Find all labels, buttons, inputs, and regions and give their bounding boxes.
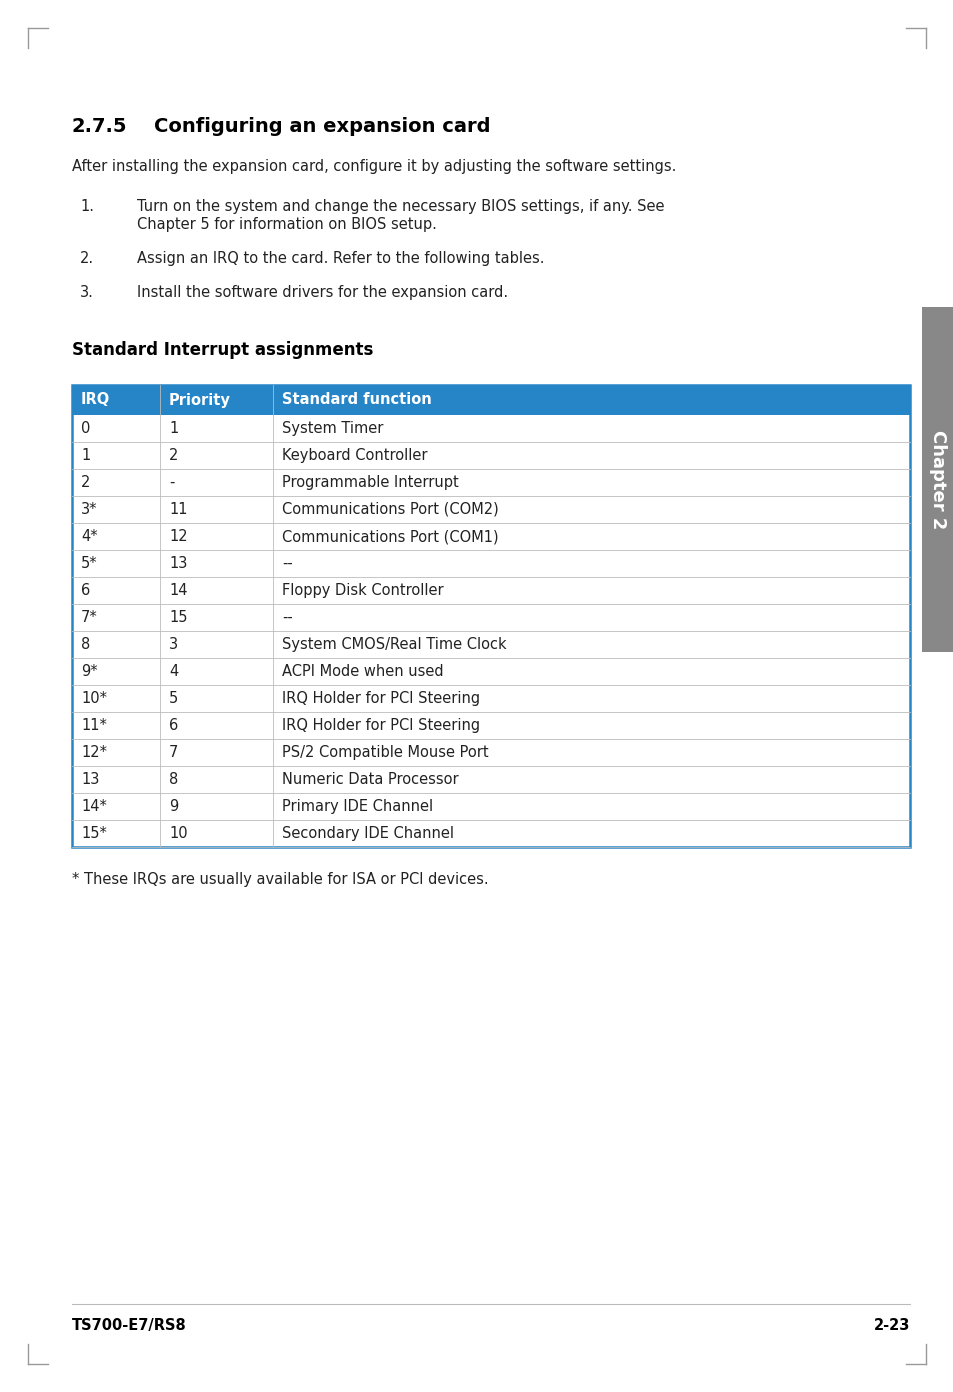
Text: IRQ: IRQ — [81, 393, 111, 408]
Text: Secondary IDE Channel: Secondary IDE Channel — [282, 825, 454, 841]
Text: 1: 1 — [81, 448, 91, 464]
Text: 4*: 4* — [81, 529, 97, 544]
Text: 7*: 7* — [81, 610, 97, 625]
Text: 3*: 3* — [81, 503, 97, 516]
Text: * These IRQs are usually available for ISA or PCI devices.: * These IRQs are usually available for I… — [71, 871, 488, 887]
Text: 3: 3 — [169, 638, 178, 651]
Text: 6: 6 — [169, 718, 178, 734]
Text: 2: 2 — [81, 475, 91, 490]
Text: 12*: 12* — [81, 745, 107, 760]
Text: 11: 11 — [169, 503, 188, 516]
Text: 14*: 14* — [81, 799, 107, 814]
Text: After installing the expansion card, configure it by adjusting the software sett: After installing the expansion card, con… — [71, 159, 676, 174]
Text: Keyboard Controller: Keyboard Controller — [282, 448, 427, 464]
Text: IRQ Holder for PCI Steering: IRQ Holder for PCI Steering — [282, 718, 479, 734]
Text: Install the software drivers for the expansion card.: Install the software drivers for the exp… — [137, 285, 508, 301]
Text: Floppy Disk Controller: Floppy Disk Controller — [282, 583, 443, 599]
Text: 9: 9 — [169, 799, 178, 814]
Bar — [71, 386, 909, 415]
Text: 5*: 5* — [81, 555, 97, 571]
Text: Standard function: Standard function — [282, 393, 432, 408]
Text: 1.: 1. — [80, 199, 94, 214]
Text: 8: 8 — [81, 638, 91, 651]
Text: Standard Interrupt assignments: Standard Interrupt assignments — [71, 341, 373, 359]
Text: 4: 4 — [169, 664, 178, 679]
Text: 13: 13 — [169, 555, 187, 571]
Text: --: -- — [282, 555, 293, 571]
Text: System CMOS/Real Time Clock: System CMOS/Real Time Clock — [282, 638, 506, 651]
Text: Configuring an expansion card: Configuring an expansion card — [153, 117, 490, 136]
Text: PS/2 Compatible Mouse Port: PS/2 Compatible Mouse Port — [282, 745, 488, 760]
Text: 10*: 10* — [81, 690, 107, 706]
Text: 13: 13 — [81, 773, 99, 786]
Text: 3.: 3. — [80, 285, 93, 301]
Text: IRQ Holder for PCI Steering: IRQ Holder for PCI Steering — [282, 690, 479, 706]
Text: 8: 8 — [169, 773, 178, 786]
Text: Assign an IRQ to the card. Refer to the following tables.: Assign an IRQ to the card. Refer to the … — [137, 251, 544, 266]
Text: 15*: 15* — [81, 825, 107, 841]
Text: 2: 2 — [169, 448, 178, 464]
Bar — [921, 308, 953, 651]
Text: 5: 5 — [169, 690, 178, 706]
Text: Numeric Data Processor: Numeric Data Processor — [282, 773, 458, 786]
Text: Communications Port (COM1): Communications Port (COM1) — [282, 529, 498, 544]
Text: 9*: 9* — [81, 664, 97, 679]
Text: 1: 1 — [169, 420, 178, 436]
Text: -: - — [169, 475, 174, 490]
Bar — [71, 386, 909, 846]
Text: 11*: 11* — [81, 718, 107, 734]
Text: 2-23: 2-23 — [873, 1318, 909, 1334]
Text: Chapter 5 for information on BIOS setup.: Chapter 5 for information on BIOS setup. — [137, 217, 436, 232]
Text: ACPI Mode when used: ACPI Mode when used — [282, 664, 443, 679]
Text: System Timer: System Timer — [282, 420, 383, 436]
Text: 2.: 2. — [80, 251, 94, 266]
Text: 0: 0 — [81, 420, 91, 436]
Text: 7: 7 — [169, 745, 178, 760]
Text: Primary IDE Channel: Primary IDE Channel — [282, 799, 433, 814]
Text: 10: 10 — [169, 825, 188, 841]
Text: 6: 6 — [81, 583, 91, 599]
Text: 12: 12 — [169, 529, 188, 544]
Text: Chapter 2: Chapter 2 — [928, 430, 946, 529]
Text: --: -- — [282, 610, 293, 625]
Text: 15: 15 — [169, 610, 188, 625]
Text: Turn on the system and change the necessary BIOS settings, if any. See: Turn on the system and change the necess… — [137, 199, 664, 214]
Text: Priority: Priority — [169, 393, 231, 408]
Text: Communications Port (COM2): Communications Port (COM2) — [282, 503, 498, 516]
Text: 14: 14 — [169, 583, 188, 599]
Text: 2.7.5: 2.7.5 — [71, 117, 128, 136]
Text: Programmable Interrupt: Programmable Interrupt — [282, 475, 458, 490]
Text: TS700-E7/RS8: TS700-E7/RS8 — [71, 1318, 187, 1334]
